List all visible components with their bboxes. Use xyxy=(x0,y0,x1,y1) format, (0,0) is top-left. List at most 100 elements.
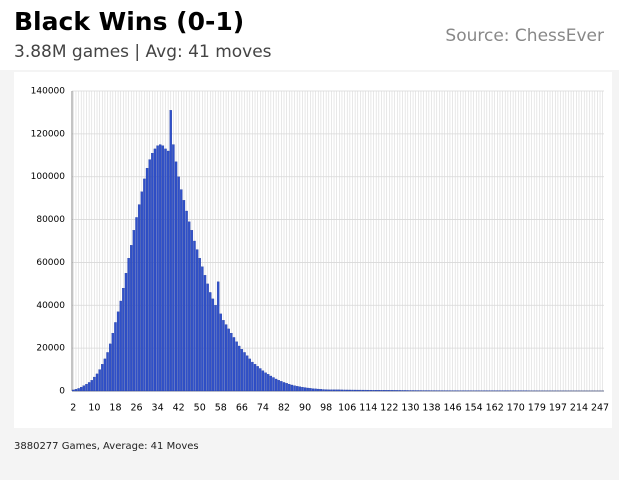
bar xyxy=(190,230,194,392)
bar xyxy=(185,210,188,392)
y-tick-label: 140000 xyxy=(31,87,66,97)
bar xyxy=(351,389,354,392)
bar xyxy=(148,159,151,392)
bar xyxy=(103,358,107,392)
bar xyxy=(330,389,333,392)
bar xyxy=(372,390,375,392)
bar xyxy=(122,287,125,392)
bar xyxy=(382,390,386,392)
bar xyxy=(145,167,149,392)
bar xyxy=(187,221,191,392)
bar xyxy=(364,389,367,392)
x-tick-label: 106 xyxy=(338,403,356,414)
y-tick-label: 120000 xyxy=(31,129,66,139)
bar xyxy=(140,191,143,392)
y-tick-label: 0 xyxy=(59,387,65,397)
bar xyxy=(85,383,88,392)
bar xyxy=(87,382,91,392)
bar xyxy=(230,332,233,392)
bar xyxy=(209,292,212,392)
bar xyxy=(390,390,394,392)
bar xyxy=(295,386,299,392)
bar xyxy=(95,373,99,392)
bar xyxy=(124,272,128,392)
bar xyxy=(151,152,154,392)
source: Source: ChessEver xyxy=(445,26,604,46)
x-tick-label: 130 xyxy=(401,403,419,414)
bar xyxy=(327,389,330,392)
bar xyxy=(153,148,157,392)
bar xyxy=(180,189,183,392)
x-tick-label: 42 xyxy=(173,403,185,414)
bar xyxy=(317,388,320,392)
bar xyxy=(216,281,220,392)
bar xyxy=(377,390,381,392)
bar xyxy=(193,240,196,392)
bar xyxy=(127,257,130,392)
bar xyxy=(82,385,86,392)
bar xyxy=(403,390,407,392)
bar xyxy=(411,390,415,392)
bar xyxy=(245,355,249,392)
bar xyxy=(374,390,378,392)
x-tick-label: 98 xyxy=(320,403,332,414)
x-tick-label: 58 xyxy=(215,403,227,414)
x-tick-label: 138 xyxy=(422,403,440,414)
bar xyxy=(119,300,122,392)
bar xyxy=(277,380,280,392)
bar xyxy=(161,145,165,392)
bar xyxy=(340,389,344,392)
bar xyxy=(267,374,270,392)
x-tick-label: 247 xyxy=(591,403,609,414)
bar xyxy=(335,389,338,392)
bar xyxy=(172,144,175,392)
x-tick-label: 34 xyxy=(152,403,164,414)
bar xyxy=(414,390,417,392)
bar xyxy=(219,313,223,392)
x-tick-label: 50 xyxy=(194,403,206,414)
bar xyxy=(227,328,230,392)
bar xyxy=(322,389,325,392)
bar xyxy=(253,364,257,392)
bar xyxy=(143,178,146,392)
y-tick-label: 20000 xyxy=(36,344,65,354)
bar xyxy=(293,385,296,392)
bar xyxy=(409,390,412,392)
x-tick-label: 18 xyxy=(109,403,121,414)
bar xyxy=(164,148,167,392)
bar xyxy=(235,341,238,392)
x-tick-label: 122 xyxy=(380,403,398,414)
bar xyxy=(214,305,217,392)
bar xyxy=(303,387,307,392)
bar xyxy=(388,390,391,392)
x-tick-label: 214 xyxy=(570,403,588,414)
bar xyxy=(398,390,402,392)
y-tick-label: 80000 xyxy=(36,215,65,225)
bar xyxy=(367,389,370,392)
bar xyxy=(169,110,172,392)
bar xyxy=(288,383,291,392)
bar xyxy=(298,386,302,392)
bar xyxy=(101,364,104,392)
x-tick-label: 114 xyxy=(359,403,377,414)
bar xyxy=(132,230,136,392)
bar xyxy=(285,383,288,392)
bar xyxy=(156,145,159,392)
x-tick-label: 179 xyxy=(528,403,546,414)
bar xyxy=(114,322,117,392)
bar xyxy=(393,390,396,392)
bar xyxy=(206,283,209,392)
bar xyxy=(240,349,244,392)
bar xyxy=(401,390,404,392)
bar xyxy=(346,389,349,392)
bar xyxy=(116,311,120,392)
bar xyxy=(111,332,115,392)
bar xyxy=(261,370,265,392)
bar xyxy=(306,387,309,392)
bar xyxy=(198,257,201,392)
bar xyxy=(182,200,186,392)
bar xyxy=(259,368,262,392)
bar xyxy=(264,372,267,392)
